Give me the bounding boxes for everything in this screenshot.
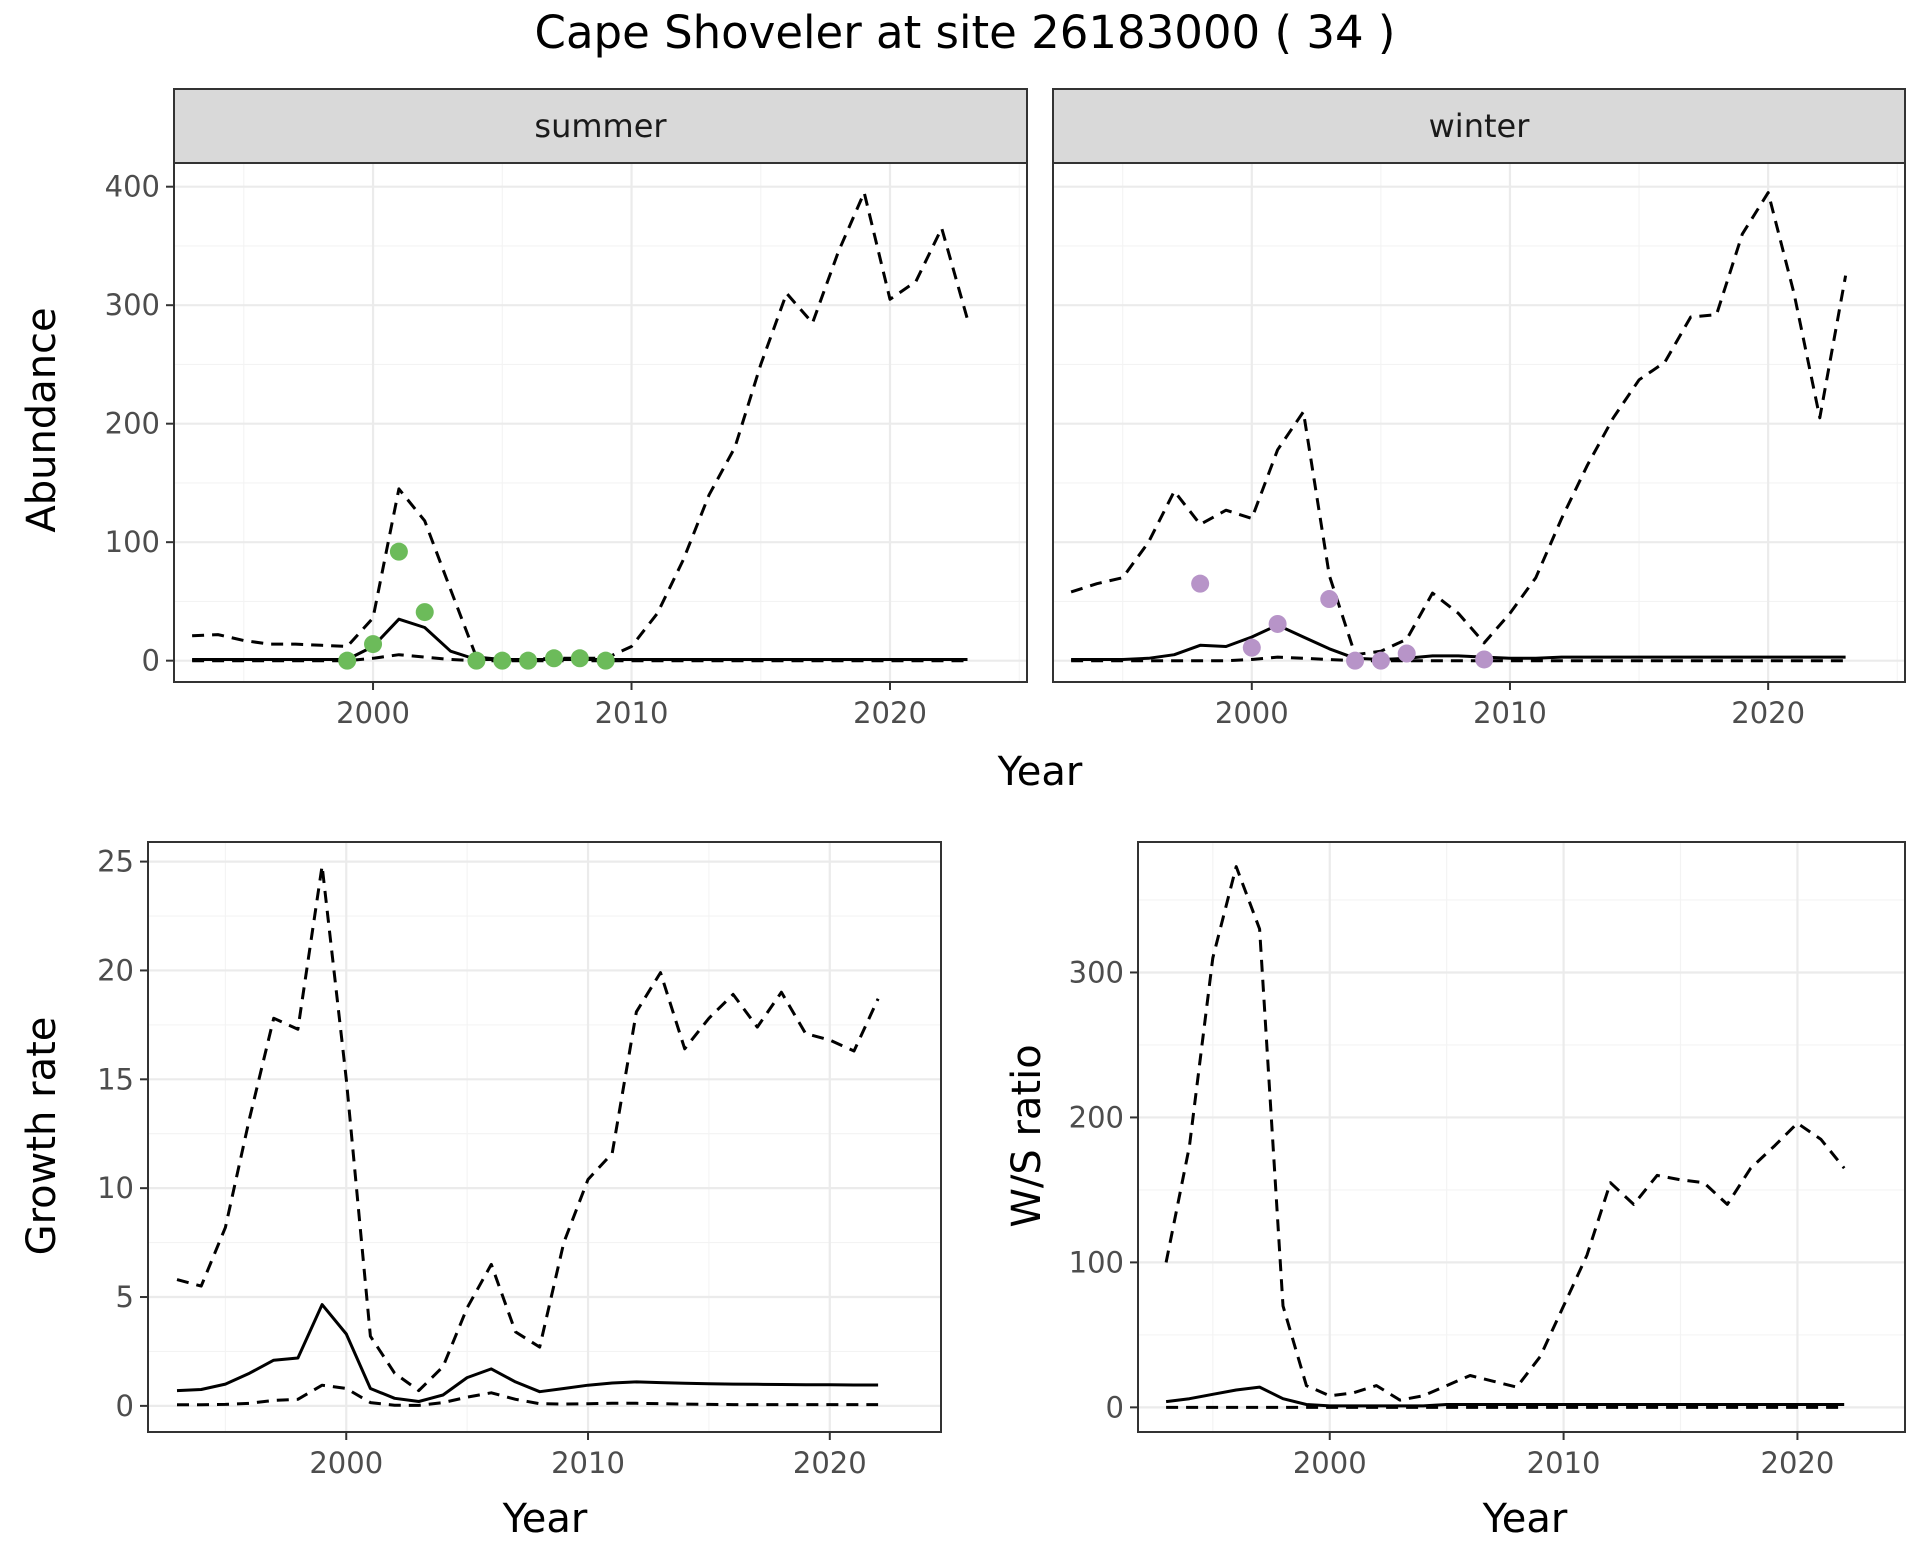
summer-y-tick-label: 200 — [105, 407, 160, 441]
summer-y-tick-label: 0 — [142, 644, 160, 678]
winter-x-tick-label: 2010 — [1473, 696, 1547, 730]
growth-y-tick-label: 20 — [97, 953, 134, 987]
winter-observed-point — [1346, 651, 1365, 670]
summer-observed-point — [493, 651, 512, 670]
summer-observed-point — [570, 649, 589, 668]
winter-observed-point — [1475, 650, 1494, 669]
ratio-y-tick-label: 100 — [1069, 1245, 1124, 1279]
winter-observed-point — [1397, 644, 1416, 663]
growth-line-solid-mean — [176, 1303, 879, 1403]
summer-x-tick-label: 2020 — [853, 696, 927, 730]
growth-panel-border — [147, 841, 942, 1433]
summer-observed-point — [467, 651, 486, 670]
summer-y-tick-label: 300 — [105, 288, 160, 322]
growth-x-tick-label: 2000 — [309, 1446, 383, 1480]
ratio-x-tick-label: 2020 — [1761, 1446, 1835, 1480]
winter-line-dashed-upper — [1070, 191, 1848, 657]
winter-observed-point — [1191, 574, 1210, 593]
summer-observed-point — [338, 651, 357, 670]
growth-line-dashed-upper — [176, 864, 880, 1393]
summer-y-tick-label: 100 — [105, 525, 160, 559]
winter-observed-point — [1268, 614, 1287, 633]
winter-line-solid-mean — [1071, 623, 1846, 661]
winter-x-tick-label: 2000 — [1215, 696, 1289, 730]
ratio-line-solid-mean — [1165, 1385, 1845, 1408]
main-title: Cape Shoveler at site 26183000 ( 34 ) — [535, 6, 1396, 59]
growth-y-axis-title: Growth rate — [19, 1017, 65, 1256]
ratio-y-tick-label: 200 — [1069, 1100, 1124, 1134]
summer-y-tick-label: 400 — [105, 170, 160, 204]
summer-observed-point — [596, 651, 615, 670]
growth-x-tick-label: 2020 — [793, 1446, 867, 1480]
winter-x-tick-label: 2020 — [1731, 696, 1805, 730]
summer-strip-label: summer — [534, 107, 667, 145]
ratio-x-axis-title: Year — [1482, 1496, 1568, 1542]
growth-x-tick-label: 2010 — [551, 1446, 625, 1480]
summer-observed-point — [544, 649, 563, 668]
growth-x-axis-title: Year — [502, 1496, 588, 1542]
growth-y-tick-label: 10 — [97, 1171, 134, 1205]
summer-x-tick-label: 2010 — [595, 696, 669, 730]
winter-observed-point — [1320, 590, 1339, 609]
ratio-panel-border — [1137, 841, 1906, 1433]
winter-line-dashed-lower — [1071, 655, 1846, 663]
growth-y-tick-label: 15 — [97, 1062, 134, 1096]
growth-y-tick-label: 0 — [116, 1389, 134, 1423]
winter-strip-label: winter — [1429, 107, 1531, 145]
ratio-y-tick-label: 0 — [1106, 1390, 1124, 1424]
ratio-x-tick-label: 2000 — [1293, 1446, 1367, 1480]
summer-strip — [173, 88, 1028, 164]
summer-panel-bg — [174, 163, 1027, 682]
abundance-x-axis-title: Year — [997, 749, 1083, 795]
winter-strip — [1052, 88, 1906, 164]
winter-panel-bg — [1053, 163, 1905, 682]
growth-panel-bg — [148, 842, 941, 1432]
growth-y-tick-label: 5 — [116, 1280, 134, 1314]
winter-observed-point — [1371, 651, 1390, 670]
panel-summer: summer 2000 2010 2020 0 100 200 300 400 — [105, 88, 1028, 730]
abundance-y-axis-title: Abundance — [19, 307, 65, 532]
summer-observed-point — [364, 635, 383, 654]
panel-growth: 2000 2010 2020 0 5 10 15 20 25 — [97, 841, 942, 1480]
growth-line-dashed-lower — [177, 1383, 879, 1407]
panel-winter: winter 2000 2010 2020 — [1052, 88, 1906, 730]
ratio-y-tick-label: 300 — [1069, 955, 1124, 989]
summer-line-dashed-upper — [192, 191, 969, 661]
summer-x-tick-label: 2000 — [336, 696, 410, 730]
ratio-line-dashed-upper — [1164, 865, 1846, 1402]
panel-ratio: 2000 2010 2020 0 100 200 300 — [1069, 841, 1906, 1480]
winter-observed-point — [1242, 638, 1261, 657]
summer-observed-point — [389, 542, 408, 561]
summer-observed-point — [415, 603, 434, 622]
ratio-panel-bg — [1138, 842, 1905, 1432]
growth-y-tick-label: 25 — [97, 845, 134, 879]
summer-observed-point — [519, 651, 538, 670]
ratio-x-tick-label: 2010 — [1527, 1446, 1601, 1480]
ratio-y-axis-title: W/S ratio — [1004, 1044, 1050, 1227]
